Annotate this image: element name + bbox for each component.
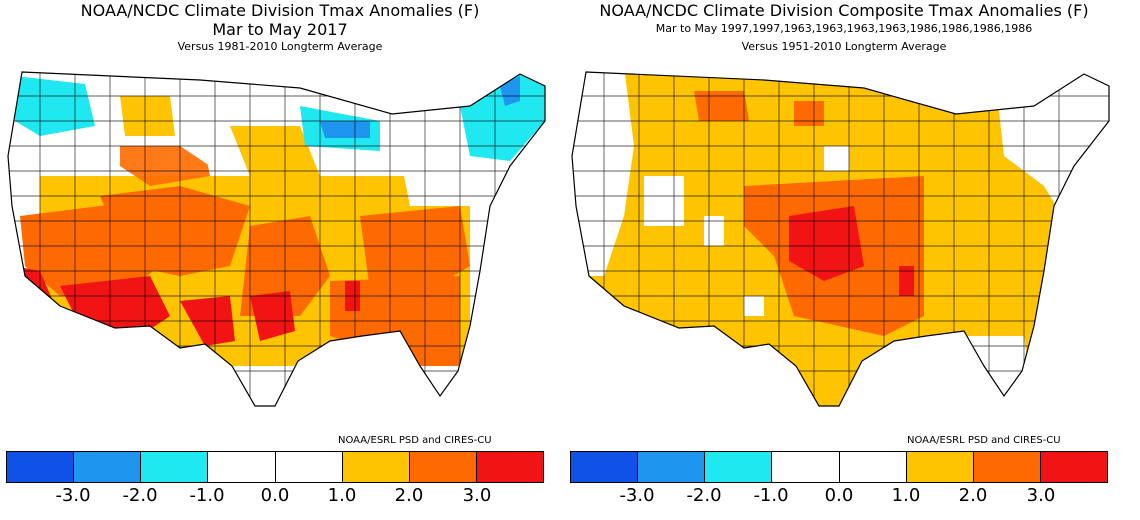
colorbar-segment <box>973 452 1041 482</box>
colorbar-tick-label: -1.0 <box>753 485 789 506</box>
map-baseline: Versus 1951-2010 Longterm Average <box>741 40 947 53</box>
colorbar <box>6 451 544 483</box>
colorbar-tick-label: -3.0 <box>55 485 91 506</box>
colorbar-segment <box>1040 452 1107 482</box>
colorbar-segment <box>141 452 209 482</box>
map-subtitle: Mar to May 2017 <box>212 20 348 39</box>
colorbar-tick-label: 1.0 <box>327 485 357 506</box>
data-credit: NOAA/ESRL PSD and CIRES-CU <box>907 435 1061 446</box>
colorbar-tick-label: 0.0 <box>824 485 854 506</box>
colorbar-segment <box>772 452 840 482</box>
colorbar-tick-label: -2.0 <box>122 485 158 506</box>
colorbar-tick-label: 2.0 <box>958 485 988 506</box>
map-subtitle: Mar to May 1997,1997,1963,1963,1963,1963… <box>655 22 1033 35</box>
map-title: NOAA/NCDC Climate Division Tmax Anomalie… <box>80 1 480 20</box>
map-panel-2017: NOAA/NCDC Climate Division Tmax Anomalie… <box>0 0 560 520</box>
colorbar-segment <box>705 452 773 482</box>
colorbar-tick-label: 2.0 <box>394 485 424 506</box>
colorbar-tick-label: -3.0 <box>619 485 655 506</box>
colorbar-segment <box>638 452 706 482</box>
map-title: NOAA/NCDC Climate Division Composite Tma… <box>599 1 1089 20</box>
colorbar-tick-label: 1.0 <box>891 485 921 506</box>
colorbar-tick-label: -1.0 <box>189 485 225 506</box>
colorbar-segment <box>275 452 343 482</box>
map-baseline: Versus 1981-2010 Longterm Average <box>177 40 383 53</box>
colorbar-segment <box>839 452 907 482</box>
colorbar-segment <box>74 452 142 482</box>
us-anomaly-map <box>7 71 546 407</box>
colorbar-segment <box>476 452 543 482</box>
colorbar <box>570 451 1108 483</box>
data-credit: NOAA/ESRL PSD and CIRES-CU <box>338 435 492 446</box>
colorbar-segment <box>571 452 639 482</box>
colorbar-tick-label: -2.0 <box>686 485 722 506</box>
map-panel-composite: NOAA/NCDC Climate Division Composite Tma… <box>564 0 1124 520</box>
colorbar-tick-label: 0.0 <box>260 485 290 506</box>
colorbar-segment <box>342 452 410 482</box>
colorbar-segment <box>906 452 974 482</box>
colorbar-segment <box>7 452 75 482</box>
colorbar-segment <box>409 452 477 482</box>
colorbar-tick-label: 3.0 <box>462 485 492 506</box>
colorbar-tick-label: 3.0 <box>1026 485 1056 506</box>
us-anomaly-map <box>571 71 1110 407</box>
colorbar-segment <box>208 452 276 482</box>
